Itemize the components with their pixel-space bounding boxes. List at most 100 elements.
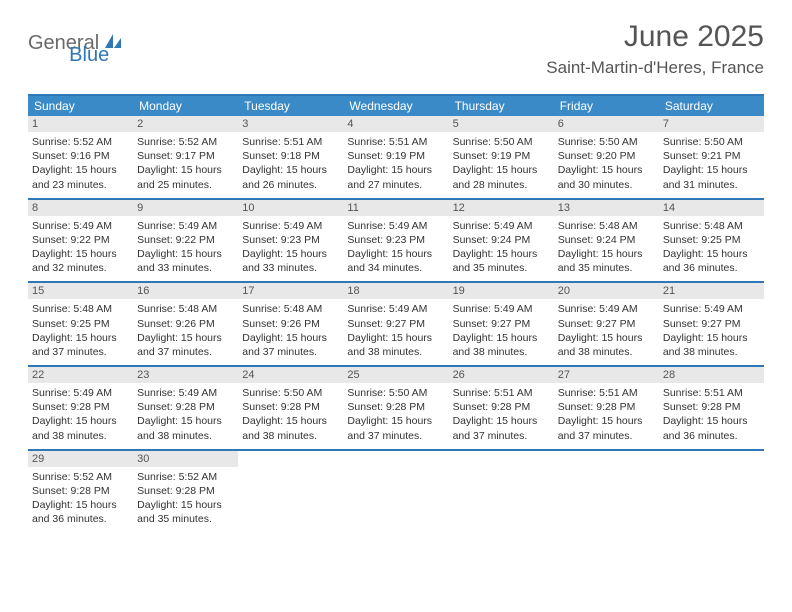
calendar-week: 1 Sunrise: 5:52 AM Sunset: 9:16 PM Daylight… — [28, 116, 764, 200]
sunrise-line: Sunrise: 5:48 AM — [558, 219, 655, 233]
sunset-line: Sunset: 9:25 PM — [663, 233, 760, 247]
calendar-week: 8Sunrise: 5:49 AMSunset: 9:22 PMDaylight… — [28, 200, 764, 284]
sunrise-line: Sunrise: 5:48 AM — [242, 302, 339, 316]
day-number: 3 — [238, 116, 343, 132]
calendar-day-cell: 18Sunrise: 5:49 AMSunset: 9:27 PMDayligh… — [343, 283, 448, 365]
title-block: June 2025 Saint-Martin-d'Heres, France — [546, 20, 764, 78]
sunrise-line: Sunrise: 5:49 AM — [663, 302, 760, 316]
day-number: 2 — [133, 116, 238, 132]
calendar-day-cell: 9Sunrise: 5:49 AMSunset: 9:22 PMDaylight… — [133, 200, 238, 282]
calendar-week: 15Sunrise: 5:48 AMSunset: 9:25 PMDayligh… — [28, 283, 764, 367]
dayname-cell: Wednesday — [343, 96, 448, 116]
calendar-empty-cell — [554, 451, 659, 533]
calendar-day-cell: 28Sunrise: 5:51 AMSunset: 9:28 PMDayligh… — [659, 367, 764, 449]
sunrise-line: Sunrise: 5:49 AM — [32, 386, 129, 400]
daylight-line: Daylight: 15 hours and 31 minutes. — [663, 163, 760, 191]
daylight-line: Daylight: 15 hours and 38 minutes. — [32, 414, 129, 442]
calendar-empty-cell — [238, 451, 343, 533]
day-number: 25 — [343, 367, 448, 383]
sunset-line: Sunset: 9:27 PM — [347, 317, 444, 331]
sunrise-line: Sunrise: 5:49 AM — [453, 219, 550, 233]
dayname-cell: Tuesday — [238, 96, 343, 116]
calendar-day-cell: 11Sunrise: 5:49 AMSunset: 9:23 PMDayligh… — [343, 200, 448, 282]
sunrise-line: Sunrise: 5:50 AM — [242, 386, 339, 400]
daylight-line: Daylight: 15 hours and 37 minutes. — [347, 414, 444, 442]
sunset-line: Sunset: 9:25 PM — [32, 317, 129, 331]
day-number: 15 — [28, 283, 133, 299]
calendar-day-cell: 21Sunrise: 5:49 AMSunset: 9:27 PMDayligh… — [659, 283, 764, 365]
day-number: 1 — [28, 116, 133, 132]
calendar-day-cell: 24Sunrise: 5:50 AMSunset: 9:28 PMDayligh… — [238, 367, 343, 449]
day-number: 27 — [554, 367, 659, 383]
day-number: 18 — [343, 283, 448, 299]
sunset-line: Sunset: 9:24 PM — [558, 233, 655, 247]
sunrise-line: Sunrise: 5:49 AM — [137, 386, 234, 400]
calendar-empty-cell — [659, 451, 764, 533]
calendar-day-cell: 30Sunrise: 5:52 AMSunset: 9:28 PMDayligh… — [133, 451, 238, 533]
day-number: 16 — [133, 283, 238, 299]
calendar-day-cell: 29Sunrise: 5:52 AMSunset: 9:28 PMDayligh… — [28, 451, 133, 533]
calendar-day-cell: 3Sunrise: 5:51 AMSunset: 9:18 PMDaylight… — [238, 116, 343, 198]
calendar: SundayMondayTuesdayWednesdayThursdayFrid… — [28, 94, 764, 532]
daylight-line: Daylight: 15 hours and 37 minutes. — [137, 331, 234, 359]
daylight-line: Daylight: 15 hours and 33 minutes. — [242, 247, 339, 275]
daylight-line: Daylight: 15 hours and 26 minutes. — [242, 163, 339, 191]
sunrise-line: Sunrise: 5:48 AM — [663, 219, 760, 233]
sunset-line: Sunset: 9:28 PM — [347, 400, 444, 414]
daylight-line: Daylight: 15 hours and 35 minutes. — [453, 247, 550, 275]
sunset-line: Sunset: 9:19 PM — [347, 149, 444, 163]
sunrise-line: Sunrise: 5:52 AM — [137, 470, 234, 484]
sunrise-line: Sunrise: 5:51 AM — [347, 135, 444, 149]
dayname-cell: Friday — [554, 96, 659, 116]
day-number: 26 — [449, 367, 554, 383]
daylight-line: Daylight: 15 hours and 36 minutes. — [663, 414, 760, 442]
sunrise-line: Sunrise: 5:49 AM — [558, 302, 655, 316]
daylight-line: Daylight: 15 hours and 36 minutes. — [32, 498, 129, 526]
day-number: 30 — [133, 451, 238, 467]
day-number: 23 — [133, 367, 238, 383]
daylight-line: Daylight: 15 hours and 38 minutes. — [347, 331, 444, 359]
sunrise-line: Sunrise: 5:52 AM — [32, 470, 129, 484]
daylight-line: Daylight: 15 hours and 37 minutes. — [453, 414, 550, 442]
sunset-line: Sunset: 9:28 PM — [453, 400, 550, 414]
day-number: 20 — [554, 283, 659, 299]
sunset-line: Sunset: 9:22 PM — [32, 233, 129, 247]
day-number: 5 — [449, 116, 554, 132]
daylight-line: Daylight: 15 hours and 25 minutes. — [137, 163, 234, 191]
calendar-week: 29Sunrise: 5:52 AMSunset: 9:28 PMDayligh… — [28, 451, 764, 533]
daylight-line: Daylight: 15 hours and 38 minutes. — [558, 331, 655, 359]
calendar-empty-cell — [449, 451, 554, 533]
sunrise-line: Sunrise: 5:49 AM — [453, 302, 550, 316]
calendar-day-cell: 20Sunrise: 5:49 AMSunset: 9:27 PMDayligh… — [554, 283, 659, 365]
daylight-line: Daylight: 15 hours and 34 minutes. — [347, 247, 444, 275]
sunset-line: Sunset: 9:27 PM — [453, 317, 550, 331]
day-number: 13 — [554, 200, 659, 216]
calendar-day-cell: 23Sunrise: 5:49 AMSunset: 9:28 PMDayligh… — [133, 367, 238, 449]
daylight-line: Daylight: 15 hours and 33 minutes. — [137, 247, 234, 275]
sunrise-line: Sunrise: 5:52 AM — [137, 135, 234, 149]
sunset-line: Sunset: 9:16 PM — [32, 149, 129, 163]
month-title: June 2025 — [546, 20, 764, 54]
calendar-day-cell: 13 Sunrise: 5:48 AMSunset: 9:24 PMDayligh… — [554, 200, 659, 282]
calendar-day-cell: 2Sunrise: 5:52 AMSunset: 9:17 PMDaylight… — [133, 116, 238, 198]
sunset-line: Sunset: 9:26 PM — [242, 317, 339, 331]
dayname-cell: Saturday — [659, 96, 764, 116]
sunrise-line: Sunrise: 5:50 AM — [453, 135, 550, 149]
calendar-day-cell: 26Sunrise: 5:51 AMSunset: 9:28 PMDayligh… — [449, 367, 554, 449]
calendar-day-cell: 1Sunrise: 5:52 AMSunset: 9:16 PMDaylight… — [28, 116, 133, 198]
day-number: 7 — [659, 116, 764, 132]
sunset-line: Sunset: 9:23 PM — [347, 233, 444, 247]
calendar-empty-cell — [343, 451, 448, 533]
day-number: 19 — [449, 283, 554, 299]
calendar-week: 22Sunrise: 5:49 AMSunset: 9:28 PMDayligh… — [28, 367, 764, 451]
day-number: 21 — [659, 283, 764, 299]
calendar-day-cell: 12Sunrise: 5:49 AMSunset: 9:24 PMDayligh… — [449, 200, 554, 282]
calendar-day-cell: 15 Sunrise: 5:48 AMSunset: 9:25 PMDayligh… — [28, 283, 133, 365]
sunrise-line: Sunrise: 5:49 AM — [242, 219, 339, 233]
daylight-line: Daylight: 15 hours and 35 minutes. — [558, 247, 655, 275]
sunrise-line: Sunrise: 5:48 AM — [32, 302, 129, 316]
daylight-line: Daylight: 15 hours and 38 minutes. — [453, 331, 550, 359]
daylight-line: Daylight: 15 hours and 37 minutes. — [32, 331, 129, 359]
sunrise-line: Sunrise: 5:50 AM — [347, 386, 444, 400]
daylight-line: Daylight: 15 hours and 27 minutes. — [347, 163, 444, 191]
